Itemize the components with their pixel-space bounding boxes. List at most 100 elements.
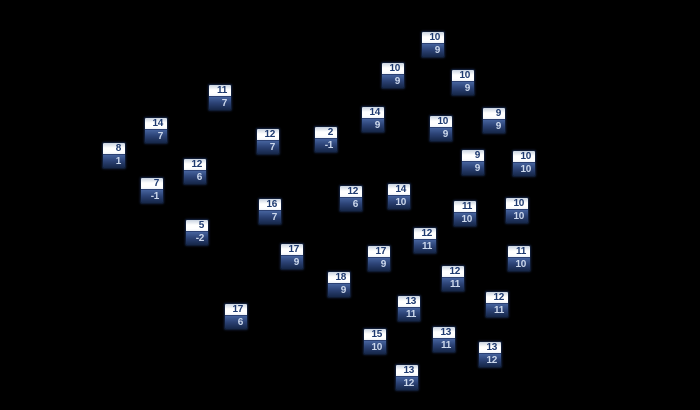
node-top-value: 10 — [430, 116, 452, 128]
node-bottom-value: 7 — [259, 211, 281, 224]
node-bottom-value: -2 — [186, 232, 208, 245]
node-top-value: 12 — [442, 266, 464, 278]
node-top-value: 14 — [145, 118, 167, 130]
tree-node[interactable]: 11 10 — [453, 200, 477, 227]
node-top-value: 18 — [328, 272, 350, 284]
tree-node[interactable]: 10 9 — [421, 31, 445, 58]
tree-node[interactable]: 2 -1 — [314, 126, 338, 153]
tree-node[interactable]: 13 12 — [478, 341, 502, 368]
node-bottom-value: -1 — [315, 139, 337, 152]
node-top-value: 10 — [506, 198, 528, 210]
node-top-value: 13 — [479, 342, 501, 354]
tree-node[interactable]: 13 11 — [397, 295, 421, 322]
tree-node[interactable]: 11 10 — [507, 245, 531, 272]
node-top-value: 12 — [257, 129, 279, 141]
node-bottom-value: 11 — [442, 278, 464, 291]
tree-node[interactable]: 13 11 — [432, 326, 456, 353]
node-top-value: 13 — [433, 327, 455, 339]
node-top-value: 5 — [186, 220, 208, 232]
tree-node[interactable]: 12 11 — [441, 265, 465, 292]
tree-node[interactable]: 12 11 — [413, 227, 437, 254]
node-top-value: 10 — [422, 32, 444, 44]
tree-node[interactable]: 11 7 — [208, 84, 232, 111]
node-top-value: 10 — [513, 151, 535, 163]
tree-node[interactable]: 13 12 — [395, 364, 419, 391]
node-bottom-value: 9 — [483, 120, 505, 133]
node-top-value: 17 — [281, 244, 303, 256]
tree-node[interactable]: 10 10 — [505, 197, 529, 224]
node-bottom-value: 10 — [506, 210, 528, 223]
node-bottom-value: 7 — [209, 97, 231, 110]
tree-node[interactable]: 12 7 — [256, 128, 280, 155]
tree-node[interactable]: 5 -2 — [185, 219, 209, 246]
tree-node[interactable]: 10 9 — [451, 69, 475, 96]
node-bottom-value: 6 — [184, 171, 206, 184]
node-bottom-value: 11 — [486, 304, 508, 317]
node-bottom-value: 9 — [452, 82, 474, 95]
node-bottom-value: 9 — [430, 128, 452, 141]
node-bottom-value: 10 — [454, 213, 476, 226]
node-top-value: 12 — [486, 292, 508, 304]
node-top-value: 10 — [452, 70, 474, 82]
node-top-value: 17 — [225, 304, 247, 316]
node-bottom-value: 11 — [433, 339, 455, 352]
node-top-value: 9 — [462, 150, 484, 162]
tree-node[interactable]: 17 6 — [224, 303, 248, 330]
node-bottom-value: -1 — [141, 190, 163, 203]
tree-node[interactable]: 18 9 — [327, 271, 351, 298]
tree-node[interactable]: 10 10 — [512, 150, 536, 177]
tree-node[interactable]: 12 11 — [485, 291, 509, 318]
node-bottom-value: 9 — [328, 284, 350, 297]
node-bottom-value: 10 — [513, 163, 535, 176]
node-bottom-value: 6 — [340, 198, 362, 211]
node-bottom-value: 9 — [462, 162, 484, 175]
node-bottom-value: 9 — [281, 256, 303, 269]
node-top-value: 10 — [382, 63, 404, 75]
tree-node[interactable]: 16 7 — [258, 198, 282, 225]
node-top-value: 17 — [368, 246, 390, 258]
node-bottom-value: 11 — [398, 308, 420, 321]
node-top-value: 12 — [184, 159, 206, 171]
node-top-value: 11 — [508, 246, 530, 258]
node-bottom-value: 7 — [145, 130, 167, 143]
node-top-value: 13 — [398, 296, 420, 308]
node-bottom-value: 11 — [414, 240, 436, 253]
node-top-value: 11 — [454, 201, 476, 213]
node-top-value: 7 — [141, 178, 163, 190]
node-top-value: 12 — [340, 186, 362, 198]
node-top-value: 14 — [362, 107, 384, 119]
tree-node[interactable]: 14 9 — [361, 106, 385, 133]
tree-node[interactable]: 17 9 — [367, 245, 391, 272]
node-top-value: 13 — [396, 365, 418, 377]
tree-node[interactable]: 14 7 — [144, 117, 168, 144]
node-bottom-value: 9 — [382, 75, 404, 88]
tree-node[interactable]: 7 -1 — [140, 177, 164, 204]
node-top-value: 11 — [209, 85, 231, 97]
node-bottom-value: 9 — [362, 119, 384, 132]
tree-node[interactable]: 15 10 — [363, 328, 387, 355]
node-bottom-value: 9 — [368, 258, 390, 271]
node-top-value: 14 — [388, 184, 410, 196]
node-top-value: 15 — [364, 329, 386, 341]
tree-node[interactable]: 10 9 — [381, 62, 405, 89]
node-top-value: 2 — [315, 127, 337, 139]
node-top-value: 16 — [259, 199, 281, 211]
node-bottom-value: 10 — [508, 258, 530, 271]
node-top-value: 8 — [103, 143, 125, 155]
tree-node[interactable]: 10 9 — [429, 115, 453, 142]
node-top-value: 9 — [483, 108, 505, 120]
node-bottom-value: 10 — [388, 196, 410, 209]
node-bottom-value: 10 — [364, 341, 386, 354]
node-bottom-value: 12 — [479, 354, 501, 367]
tree-node[interactable]: 12 6 — [339, 185, 363, 212]
node-bottom-value: 1 — [103, 155, 125, 168]
node-bottom-value: 7 — [257, 141, 279, 154]
node-bottom-value: 9 — [422, 44, 444, 57]
tree-node[interactable]: 14 10 — [387, 183, 411, 210]
tree-node[interactable]: 12 6 — [183, 158, 207, 185]
tree-node[interactable]: 17 9 — [280, 243, 304, 270]
